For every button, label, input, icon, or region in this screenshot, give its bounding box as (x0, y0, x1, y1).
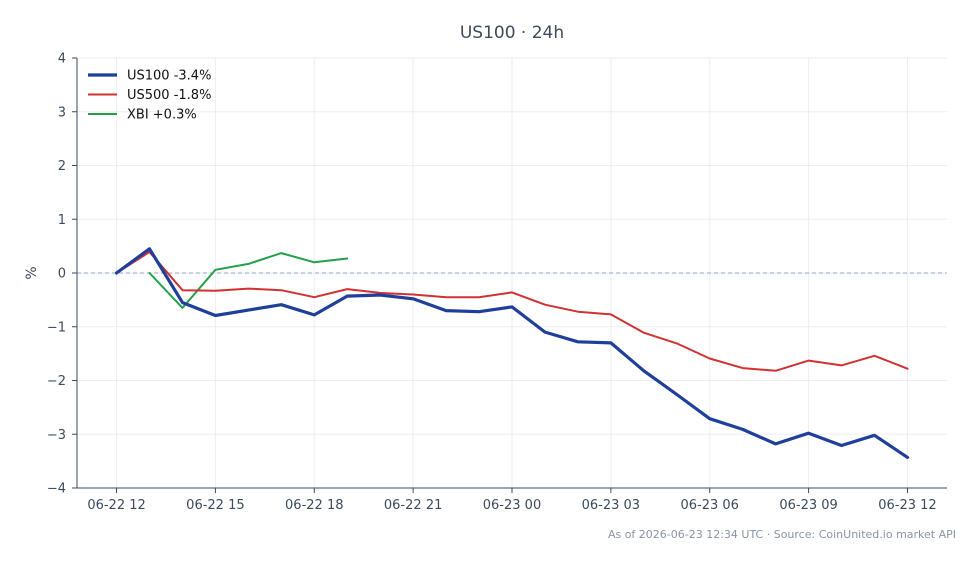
chart-title: US100 · 24h (460, 23, 564, 43)
y-axis-ticks: −4 −1 −2 −3 0 1 2 3 4 (47, 52, 77, 497)
y-tick-label: −4 (47, 482, 66, 497)
x-axis-ticks: 06-22 12 06-22 15 06-22 18 06-22 21 06-23 00… (87, 488, 937, 513)
x-tick-label: 06-22 18 (285, 498, 343, 513)
series-lines (114, 247, 910, 459)
legend-entry: US500 -1.8% (127, 88, 211, 103)
y-tick-label: 3 (58, 105, 66, 120)
y-tick-label: −2 (47, 374, 66, 389)
x-tick-label: 06-22 21 (384, 498, 442, 513)
y-tick-label: 2 (58, 159, 66, 174)
x-tick-label: 06-23 09 (779, 498, 837, 513)
series-line-0 (114, 247, 910, 459)
y-tick-label: 1 (58, 213, 66, 228)
x-tick-label: 06-22 12 (87, 498, 145, 513)
y-tick-label: −3 (47, 428, 66, 443)
series-line-1 (115, 251, 909, 372)
x-tick-label: 06-23 12 (878, 498, 936, 513)
y-tick-label: 4 (58, 52, 66, 67)
legend-entry: US100 -3.4% (127, 69, 211, 84)
y-axis-label: % (24, 266, 40, 279)
legend-entry: XBI +0.3% (127, 108, 197, 123)
x-tick-label: 06-23 03 (582, 498, 640, 513)
x-tick-label: 06-23 06 (681, 498, 739, 513)
y-tick-label: −1 (47, 320, 66, 335)
source-footer: As of 2026-06-23 12:34 UTC · Source: Coi… (607, 528, 956, 541)
y-tick-label: 0 (58, 267, 66, 282)
series-line-2 (148, 252, 349, 309)
legend: US100 -3.4% US500 -1.8% XBI +0.3% (88, 69, 211, 123)
x-tick-label: 06-22 15 (186, 498, 244, 513)
x-tick-label: 06-23 00 (483, 498, 541, 513)
